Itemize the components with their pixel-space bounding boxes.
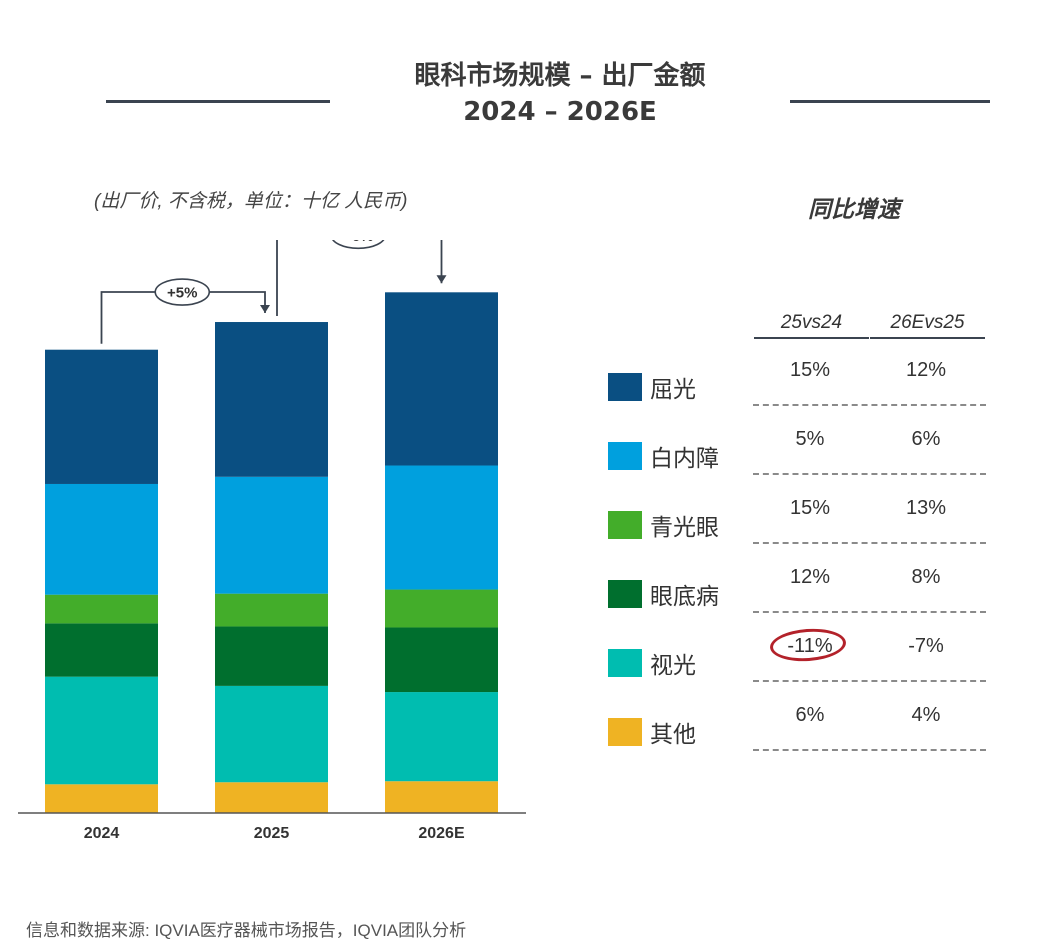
bar-segment-2026E-白内障 xyxy=(385,465,498,590)
growth-cell: 4% xyxy=(911,704,941,726)
bar-segment-2024-白内障 xyxy=(45,483,158,595)
growth-arrowhead xyxy=(436,275,447,284)
growth-label: +5% xyxy=(167,285,197,302)
legend-item: 视光 xyxy=(608,648,696,679)
x-tick-label: 2026E xyxy=(418,825,465,840)
chart-title-line2: 2024 – 2026E xyxy=(463,97,657,127)
unit-note: (出厂价, 不含税，单位：十亿 人民币) xyxy=(94,191,408,212)
bar-segment-2025-白内障 xyxy=(215,476,328,594)
legend-item: 白内障 xyxy=(608,441,719,472)
title-rule-right xyxy=(790,100,990,103)
bar-segment-2024-视光 xyxy=(45,676,158,785)
legend-item: 青光眼 xyxy=(608,510,719,541)
bar-segment-2024-眼底病 xyxy=(45,623,158,677)
bar-segment-2026E-屈光 xyxy=(385,292,498,466)
legend-swatch xyxy=(608,580,642,608)
highlight-circle xyxy=(768,626,848,664)
bar-segment-2025-视光 xyxy=(215,685,328,783)
legend-swatch xyxy=(608,649,642,677)
stacked-bar-chart: 2024 2025 2026E +5% +6% xyxy=(18,240,526,840)
bar-segment-2026E-眼底病 xyxy=(385,627,498,693)
growth-cell: 12% xyxy=(905,359,947,381)
bar-segment-2025-屈光 xyxy=(215,322,328,477)
growth-badge xyxy=(332,240,385,250)
yoy-title: 同比增速 xyxy=(808,196,900,222)
legend-label: 屈光 xyxy=(650,377,696,403)
growth-cell: -7% xyxy=(908,635,944,657)
growth-arrowhead xyxy=(260,305,270,314)
title-rule-left xyxy=(106,100,330,103)
growth-cell: 5% xyxy=(795,428,825,450)
row-divider xyxy=(753,749,986,751)
growth-cell: 13% xyxy=(905,497,947,519)
bar-segment-2024-青光眼 xyxy=(45,594,158,624)
x-tick-label: 2025 xyxy=(254,825,290,840)
growth-cell: 8% xyxy=(911,566,941,588)
growth-cell: 6% xyxy=(795,704,825,726)
chart-title-line1: 眼科市场规模 – 出厂金额 xyxy=(414,61,706,91)
x-tick-label: 2024 xyxy=(84,825,120,840)
legend-item: 屈光 xyxy=(608,372,696,403)
row-divider xyxy=(753,473,986,475)
legend-label: 其他 xyxy=(650,722,696,748)
bar-segment-2024-屈光 xyxy=(45,349,158,484)
bar-segment-2024-其他 xyxy=(45,784,158,813)
growth-cell: 12% xyxy=(789,566,831,588)
bar-segment-2026E-视光 xyxy=(385,692,498,782)
legend-swatch xyxy=(608,511,642,539)
bar-segment-2025-眼底病 xyxy=(215,626,328,686)
legend-label: 白内障 xyxy=(650,446,719,472)
chart-title: 眼科市场规模 – 出厂金额 2024 – 2026E xyxy=(330,58,790,130)
legend-label: 眼底病 xyxy=(650,584,719,610)
row-divider xyxy=(753,404,986,406)
row-divider xyxy=(753,611,986,613)
row-divider xyxy=(753,680,986,682)
growth-cell: 15% xyxy=(789,497,831,519)
growth-badge xyxy=(154,278,211,306)
growth-label: +6% xyxy=(343,240,373,245)
legend-swatch xyxy=(608,373,642,401)
legend-item: 眼底病 xyxy=(608,579,719,610)
legend-swatch xyxy=(608,718,642,746)
bar-segment-2025-青光眼 xyxy=(215,593,328,627)
growth-cell: -11% xyxy=(787,635,833,657)
legend-label: 青光眼 xyxy=(650,515,719,541)
growth-cell: 15% xyxy=(789,359,831,381)
bar-segment-2026E-其他 xyxy=(385,781,498,813)
legend-item: 其他 xyxy=(608,717,696,748)
legend-swatch xyxy=(608,442,642,470)
growth-connector xyxy=(276,240,443,317)
growth-cell: 6% xyxy=(911,428,941,450)
bar-segment-2025-其他 xyxy=(215,782,328,813)
column-header-26evs25: 26Evs25 xyxy=(870,312,985,339)
column-header-25vs24: 25vs24 xyxy=(754,312,869,339)
bar-segment-2026E-青光眼 xyxy=(385,589,498,628)
legend-label: 视光 xyxy=(650,653,696,679)
row-divider xyxy=(753,542,986,544)
source-note: 信息和数据来源: IQVIA医疗器械市场报告，IQVIA团队分析 xyxy=(26,921,467,940)
